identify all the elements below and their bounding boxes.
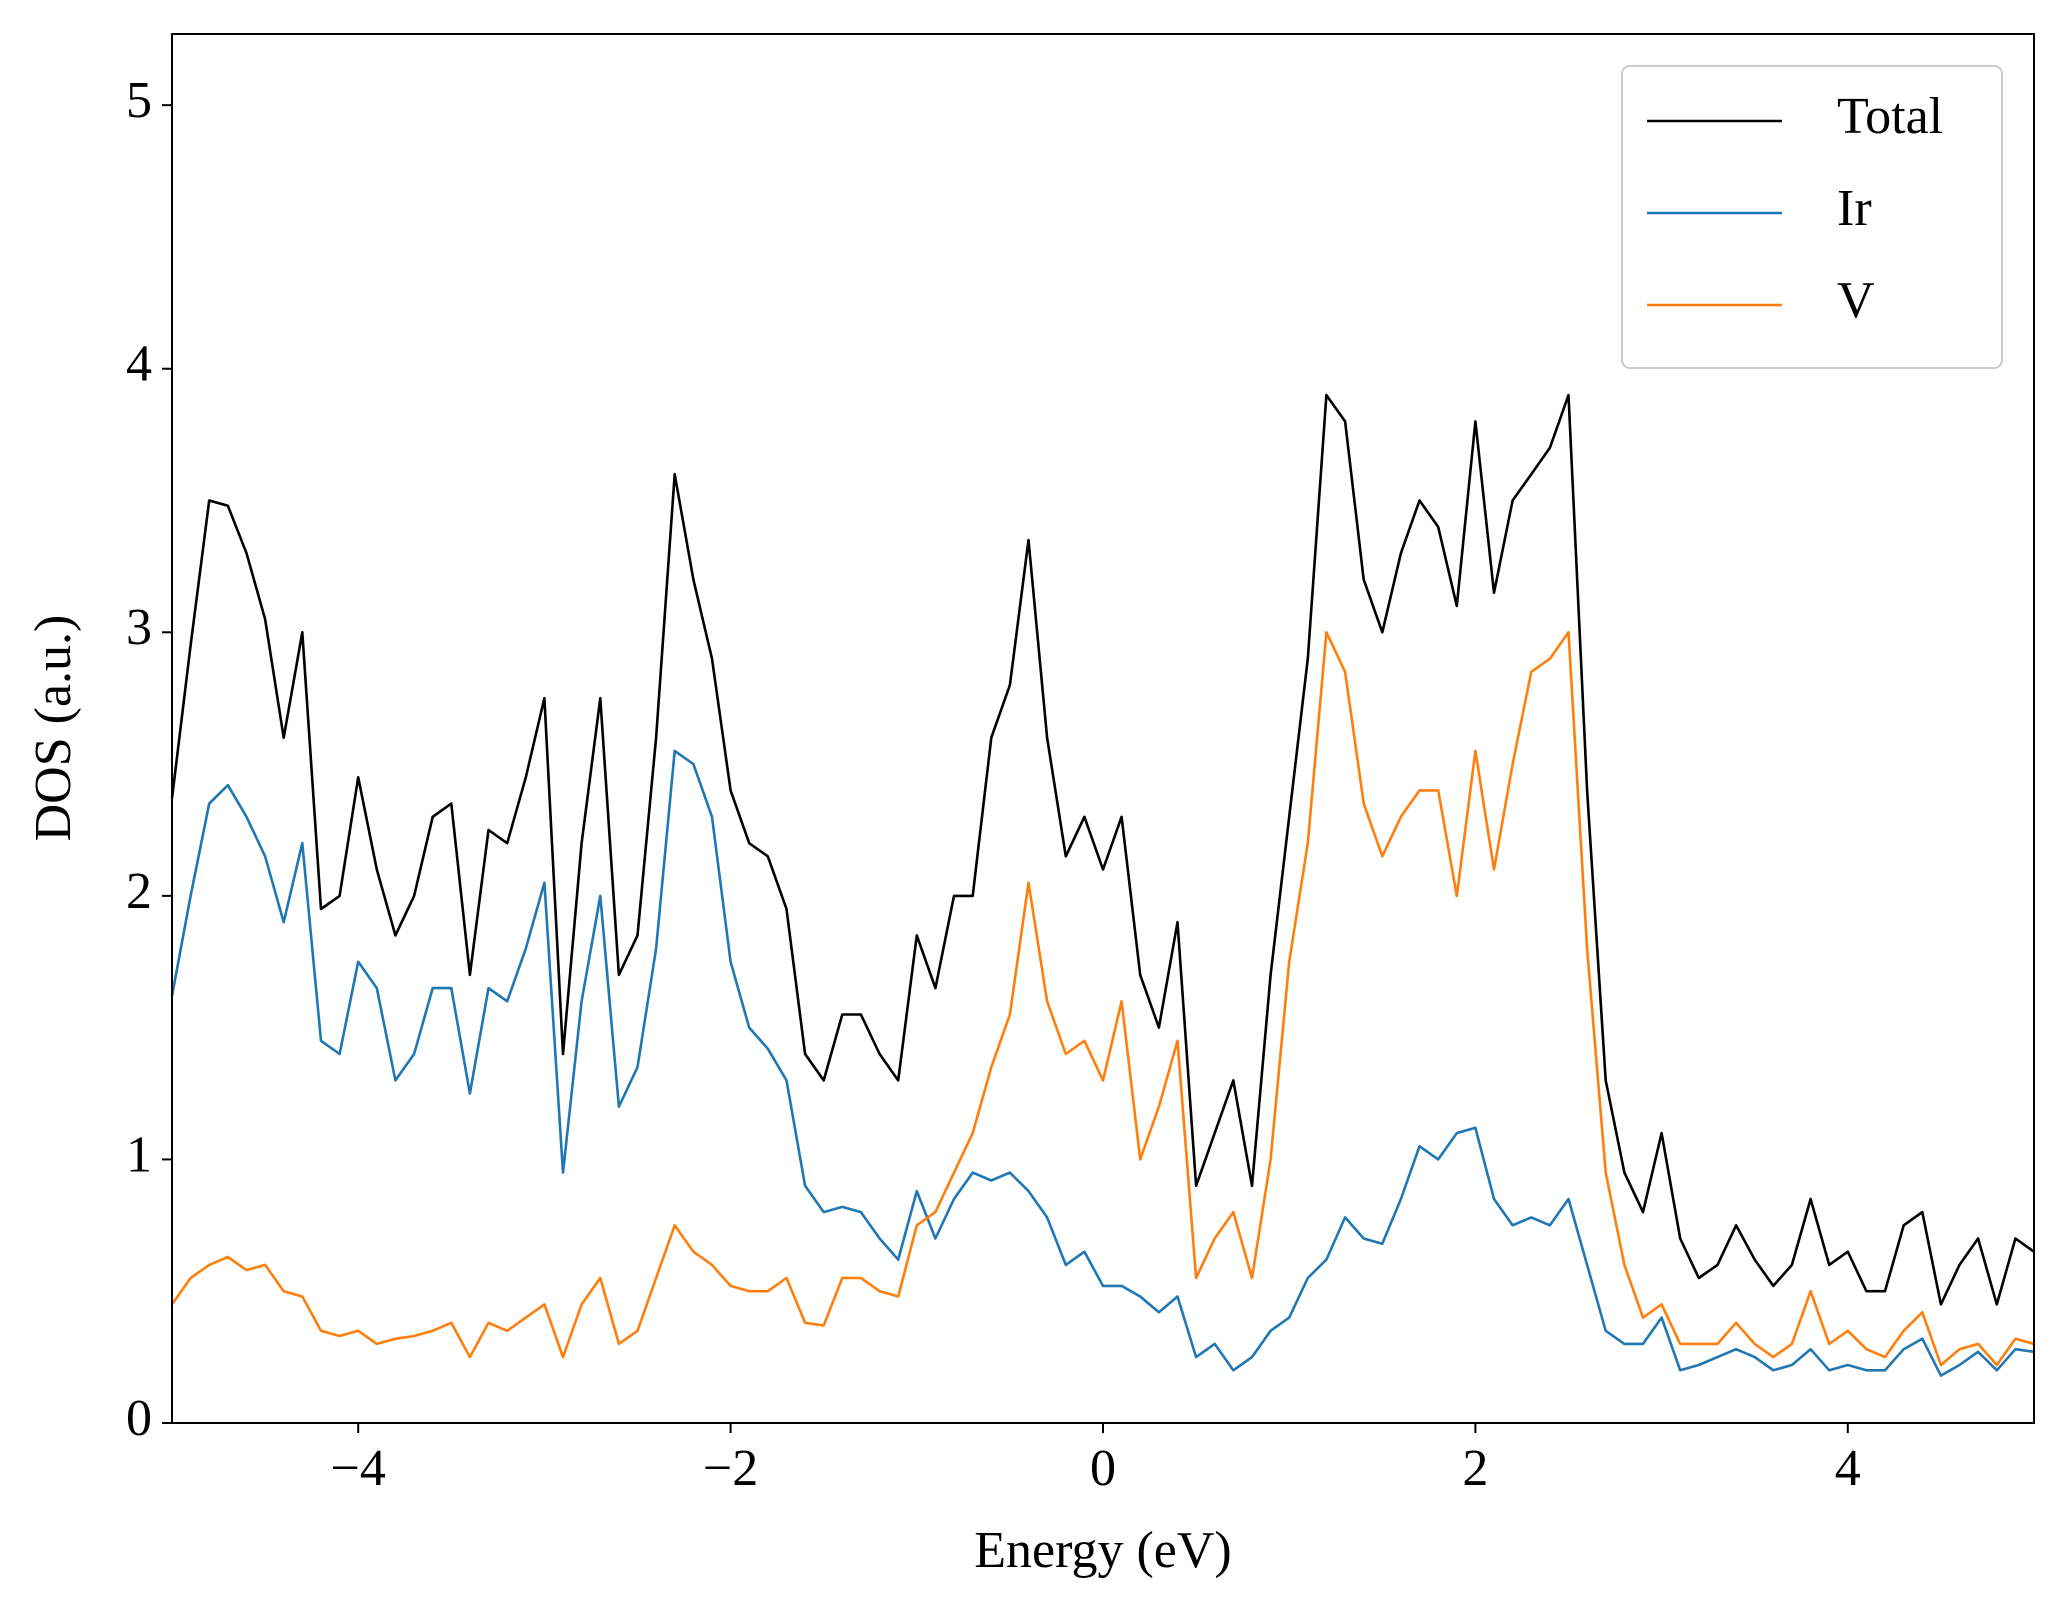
- y-tick-label: 1: [126, 1126, 152, 1183]
- y-tick-label: 2: [126, 863, 152, 920]
- y-tick-label: 4: [126, 336, 152, 393]
- y-tick-label: 5: [126, 72, 152, 129]
- legend-label: V: [1837, 272, 1875, 329]
- series-line: [170, 631, 2035, 1367]
- y-tick-label: 3: [126, 599, 152, 656]
- x-tick-label: 4: [1835, 1440, 1861, 1497]
- x-tick-label: −4: [331, 1440, 386, 1497]
- y-tick-label: 0: [126, 1390, 152, 1447]
- legend-label: Ir: [1837, 180, 1872, 237]
- series-line: [170, 393, 2035, 1306]
- x-tick-label: 2: [1462, 1440, 1488, 1497]
- legend-box: [1621, 65, 2003, 369]
- y-axis-label: DOS (a.u.): [25, 615, 82, 842]
- x-tick-label: −2: [703, 1440, 758, 1497]
- x-tick-label: 0: [1090, 1440, 1116, 1497]
- legend-label: Total: [1837, 88, 1943, 145]
- series-line: [170, 749, 2035, 1377]
- plot-frame: [171, 33, 2035, 1424]
- x-axis-label: Energy (eV): [974, 1522, 1232, 1579]
